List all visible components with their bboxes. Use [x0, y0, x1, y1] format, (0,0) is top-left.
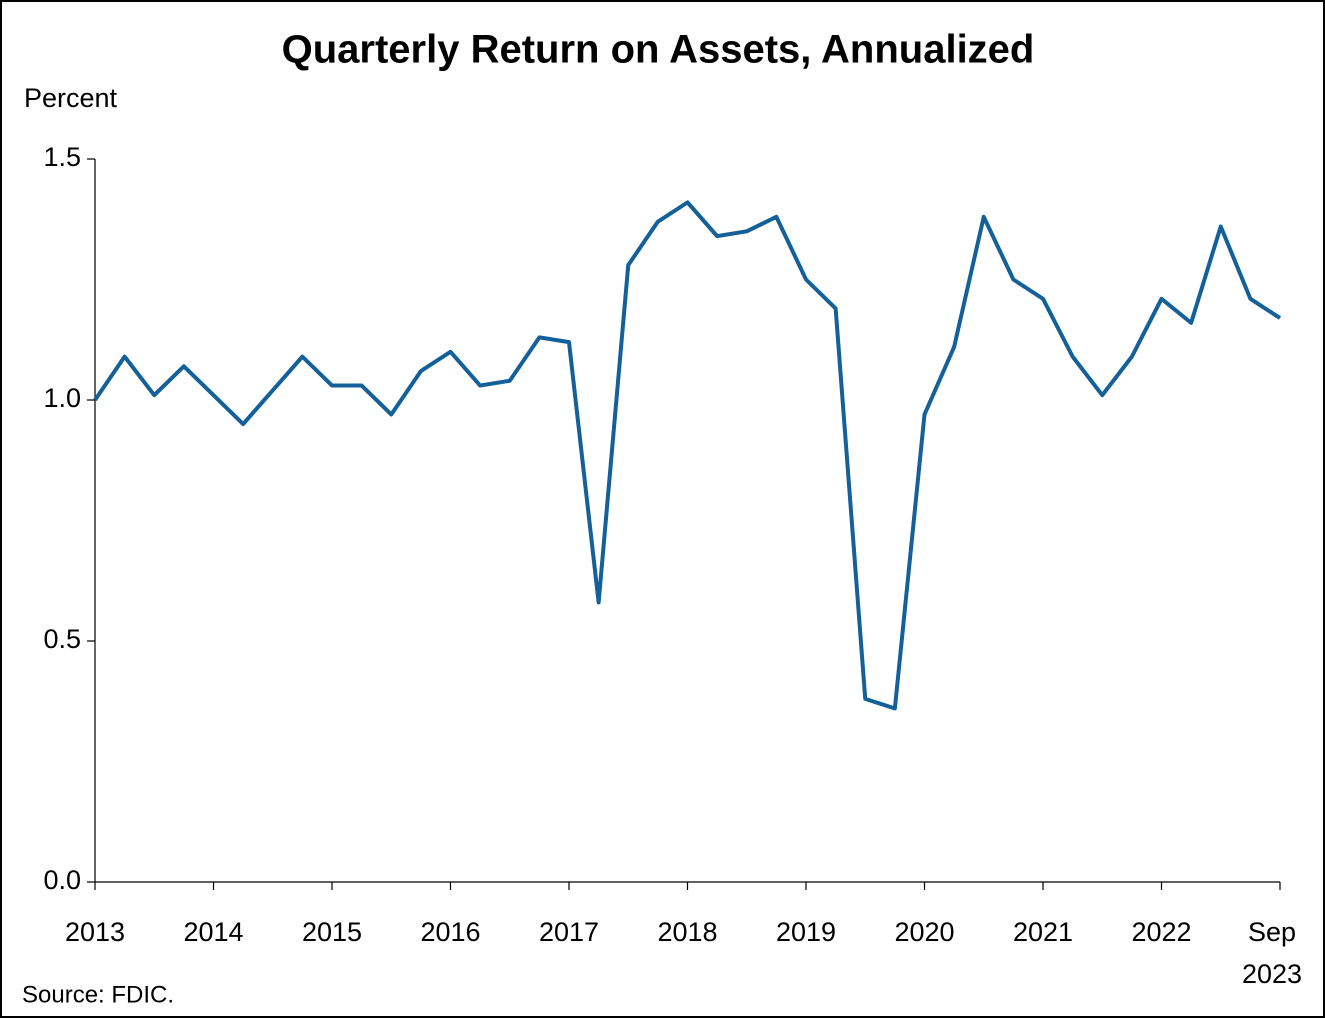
x-tick-label: 2018	[657, 917, 717, 947]
y-axis-label: Percent	[24, 83, 118, 113]
x-tick-label: 2017	[539, 917, 599, 947]
y-tick-label: 0.0	[43, 865, 81, 895]
x-tick-label: 2022	[1131, 917, 1191, 947]
y-tick-label: 0.5	[43, 624, 81, 654]
y-tick-label: 1.5	[43, 142, 81, 172]
x-tick-label: 2016	[420, 917, 480, 947]
source-note: Source: FDIC.	[22, 981, 174, 1008]
x-tick-label: 2013	[65, 917, 125, 947]
y-tick-label: 1.0	[43, 383, 81, 413]
line-series	[93, 200, 1282, 711]
chart-title: Quarterly Return on Assets, Annualized	[282, 28, 1035, 72]
x-tick-label: 2021	[1013, 917, 1073, 947]
x-tick-label: 2020	[894, 917, 954, 947]
x-tick-label: 2019	[776, 917, 836, 947]
x-tick-label: 2014	[183, 917, 243, 947]
x-tick-label: 2015	[302, 917, 362, 947]
x-tick-label: Sep 2023	[1242, 917, 1302, 989]
